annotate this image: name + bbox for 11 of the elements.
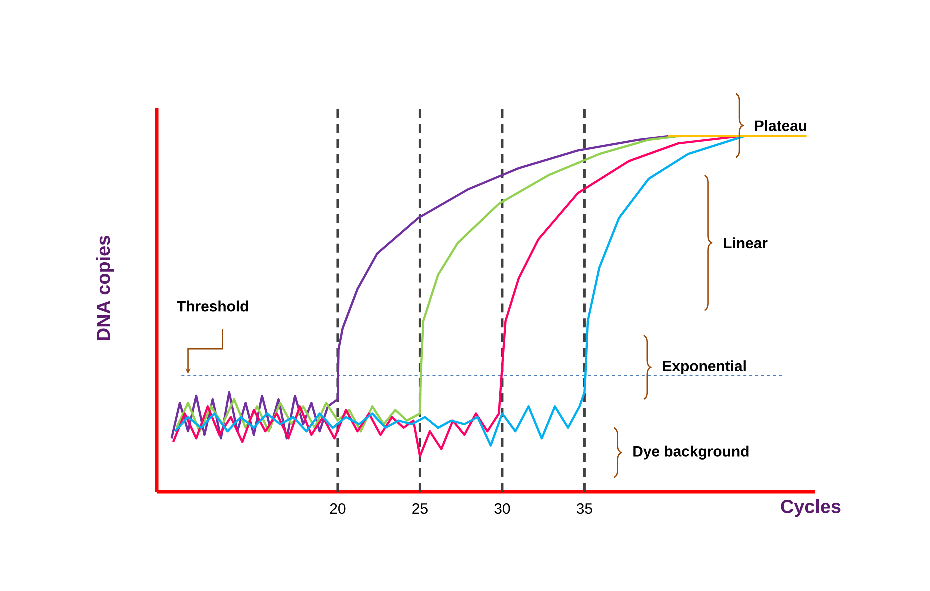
x-axis-title: Cycles [781,500,841,518]
x-tick-label: 20 [330,504,346,514]
x-tick-label: 35 [576,504,592,514]
text: Plateau [755,120,807,132]
x-tick-label: 30 [494,504,510,514]
x-tick-label: 25 [412,504,428,514]
y-axis-title: DNA copies [96,236,114,340]
ref-line-label: Threshold [177,300,248,312]
annotation: Exponential [663,360,746,374]
annotation: Dye background [634,446,749,460]
annotation: Linear [724,238,768,249]
